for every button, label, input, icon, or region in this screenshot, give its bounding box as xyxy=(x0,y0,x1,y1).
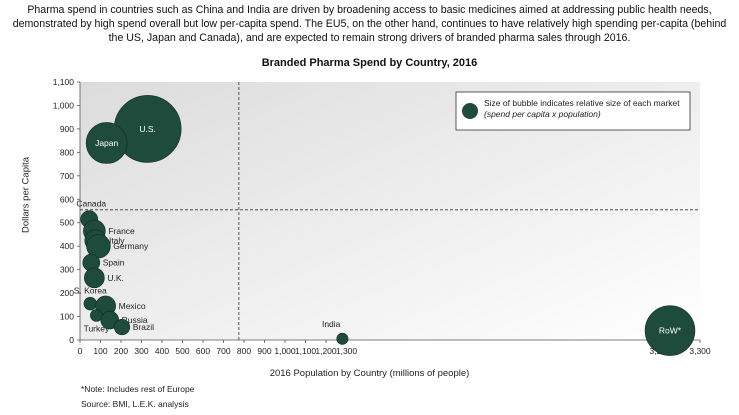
y-tick-label: 1,100 xyxy=(53,77,75,87)
x-tick-label: 0 xyxy=(78,346,83,356)
x-tick-label: 1,200 xyxy=(315,346,337,356)
x-tick-label: 400 xyxy=(155,346,169,356)
y-tick-label: 200 xyxy=(60,288,74,298)
bubble xyxy=(84,267,105,289)
bubble xyxy=(336,332,349,345)
bubble-label: U.K. xyxy=(107,273,124,283)
y-tick-label: 700 xyxy=(60,171,74,181)
legend-box xyxy=(455,91,691,131)
legend-text: Size of bubble indicates relative size o… xyxy=(484,98,686,120)
x-tick-label: 600 xyxy=(196,346,210,356)
bubble xyxy=(644,305,696,356)
bubble xyxy=(113,319,131,336)
x-tick-label: 100 xyxy=(93,346,107,356)
y-tick-label: 500 xyxy=(60,218,74,228)
bubble-label: S. Korea xyxy=(74,285,107,295)
y-tick-label: 300 xyxy=(60,265,74,275)
x-tick-label: 1,000 xyxy=(274,346,296,356)
x-tick-label: 200 xyxy=(114,346,128,356)
source-note: Source: BMI, L.E.K. analysis xyxy=(81,399,189,409)
intro-paragraph: Pharma spend in countries such as China … xyxy=(12,4,727,45)
y-tick-label: 400 xyxy=(60,241,74,251)
bubble-label: Turkey xyxy=(84,323,110,333)
x-tick-label: 500 xyxy=(175,346,189,356)
legend-text-main: Size of bubble indicates relative size o… xyxy=(484,98,680,108)
bubble-label: Italy xyxy=(109,235,125,245)
bubble-label: Russia xyxy=(122,315,148,325)
y-tick-label: 100 xyxy=(60,312,74,322)
x-tick-label: 300 xyxy=(134,346,148,356)
x-tick-label: 700 xyxy=(216,346,230,356)
bubble-label: Canada xyxy=(76,199,106,209)
bubble-label: Brazil xyxy=(133,322,154,332)
y-tick-label: 800 xyxy=(60,147,74,157)
y-tick-label: 600 xyxy=(60,194,74,204)
bubble xyxy=(83,297,97,311)
legend-text-italic: (spend per capita x population) xyxy=(484,109,601,119)
bubble-label: Spain xyxy=(103,258,125,268)
bubble-label: RoW* xyxy=(659,326,682,336)
y-tick-label: 1,000 xyxy=(53,100,75,110)
y-tick-label: 900 xyxy=(60,124,74,134)
bubble-label: Mexico xyxy=(119,301,146,311)
x-tick-label: 3,300 xyxy=(689,346,711,356)
legend-text-wrap: Size of bubble indicates relative size o… xyxy=(484,98,686,120)
y-tick-label: 0 xyxy=(69,335,74,345)
x-tick-label: 900 xyxy=(257,346,271,356)
x-tick-label: 800 xyxy=(237,346,251,356)
bubble xyxy=(85,122,128,164)
x-axis-label: 2016 Population by Country (millions of … xyxy=(269,368,470,379)
bubble-label: Japan xyxy=(95,138,118,148)
legend-bubble xyxy=(462,103,478,119)
bubble-label: U.S. xyxy=(139,124,156,134)
bubble-label: Germany xyxy=(113,241,149,251)
x-tick-label: 1,300 xyxy=(336,346,358,356)
footnote: *Note: Includes rest of Europe xyxy=(81,384,195,394)
bubble-label: India xyxy=(322,319,341,329)
x-tick-label: 1,100 xyxy=(295,346,317,356)
bubble-label: France xyxy=(108,226,135,236)
chart-title: Branded Pharma Spend by Country, 2016 xyxy=(261,57,478,69)
